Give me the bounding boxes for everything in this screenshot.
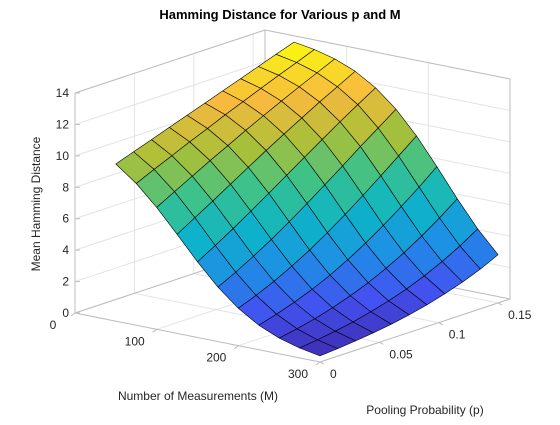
- z-tick-label: 12: [56, 117, 70, 131]
- x-tick-label: 300: [288, 367, 308, 381]
- y-axis-label: Pooling Probability (p): [366, 403, 483, 417]
- x-tick: [315, 361, 321, 366]
- y-tick-label: 0.15: [508, 308, 532, 322]
- y-tick: [319, 361, 325, 365]
- x-tick-label: 0: [50, 318, 57, 332]
- z-tick-label: 8: [62, 180, 69, 194]
- x-tick: [234, 345, 239, 350]
- z-tick-label: 2: [62, 275, 69, 289]
- axis-box-edge: [319, 298, 511, 363]
- y-tick: [497, 302, 503, 306]
- x-tick-label: 200: [206, 351, 226, 365]
- grid-line: [74, 60, 266, 125]
- chart-title: Hamming Distance for Various p and M: [159, 7, 400, 22]
- z-tick-label: 14: [56, 86, 70, 100]
- z-tick-label: 4: [62, 243, 69, 257]
- x-tick-label: 100: [125, 334, 145, 348]
- surface-patch: [299, 339, 339, 357]
- y-tick-label: 0: [330, 367, 337, 381]
- z-tick-label: 6: [62, 212, 69, 226]
- x-tick: [70, 312, 76, 317]
- axis-box-edge: [74, 29, 266, 94]
- x-tick: [152, 328, 157, 333]
- y-tick-label: 0.1: [449, 328, 466, 342]
- z-tick-label: 0: [62, 306, 69, 320]
- y-tick: [438, 322, 443, 326]
- axis-box-edge: [74, 312, 321, 363]
- z-tick-label: 10: [56, 149, 70, 163]
- x-axis-label: Number of Measurements (M): [118, 389, 278, 403]
- axis-box-edge: [264, 29, 511, 80]
- y-tick: [379, 341, 384, 345]
- y-tick-label: 0.05: [389, 347, 413, 361]
- z-axis-label: Mean Hamming Distance: [29, 136, 43, 271]
